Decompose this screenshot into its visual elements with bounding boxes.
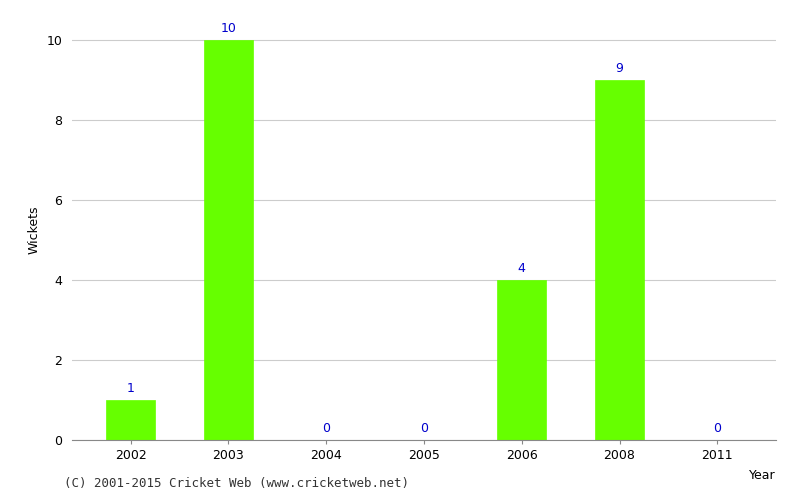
Text: (C) 2001-2015 Cricket Web (www.cricketweb.net): (C) 2001-2015 Cricket Web (www.cricketwe… bbox=[64, 477, 409, 490]
Bar bbox=[106, 400, 155, 440]
Bar bbox=[595, 80, 644, 440]
Text: Year: Year bbox=[750, 470, 776, 482]
Text: 4: 4 bbox=[518, 262, 526, 275]
Y-axis label: Wickets: Wickets bbox=[28, 206, 41, 254]
Text: 0: 0 bbox=[714, 422, 722, 435]
Bar bbox=[498, 280, 546, 440]
Text: 0: 0 bbox=[322, 422, 330, 435]
Text: 9: 9 bbox=[616, 62, 623, 75]
Bar bbox=[204, 40, 253, 440]
Text: 0: 0 bbox=[420, 422, 428, 435]
Text: 1: 1 bbox=[126, 382, 134, 395]
Text: 10: 10 bbox=[221, 22, 236, 35]
